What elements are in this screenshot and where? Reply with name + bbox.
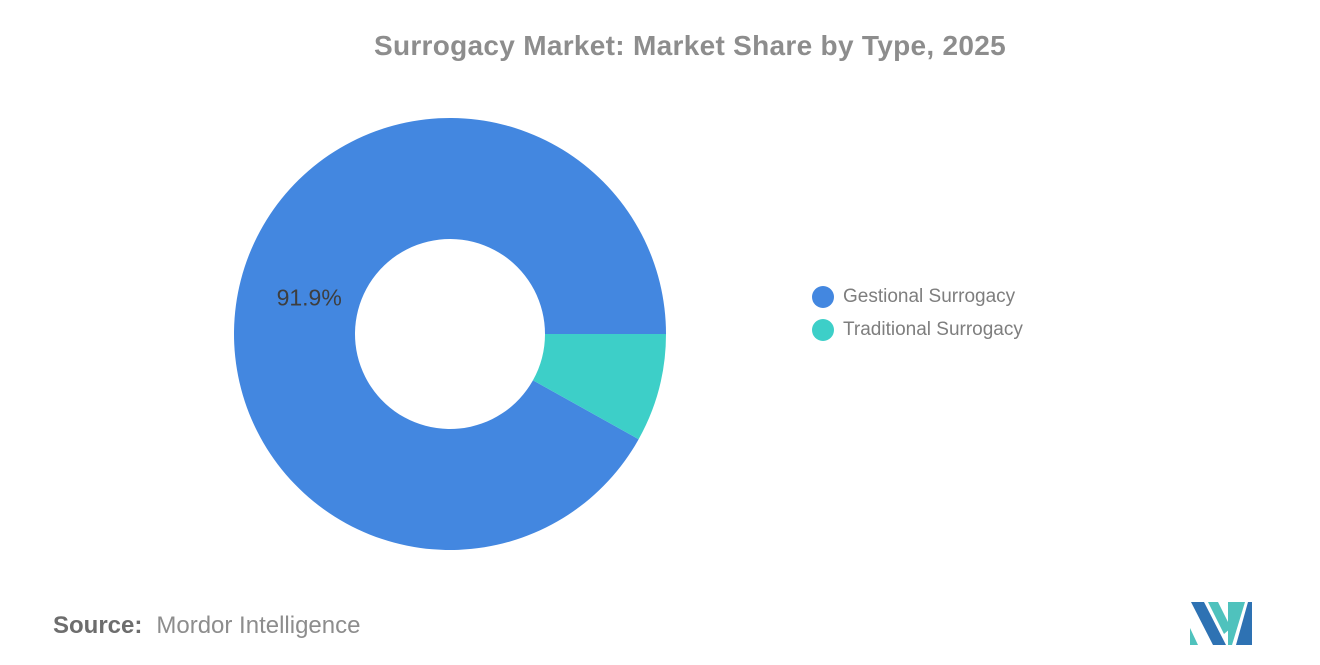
logo-facet bbox=[1191, 602, 1226, 645]
mordor-intelligence-logo-icon bbox=[1190, 602, 1252, 645]
logo-facet bbox=[1228, 602, 1245, 645]
logo-facet bbox=[1190, 628, 1198, 645]
slice-label: 91.9% bbox=[277, 284, 342, 310]
legend: Gestional Surrogacy Traditional Surrogac… bbox=[812, 286, 1023, 352]
logo-facet bbox=[1236, 602, 1252, 645]
source-attribution: Source: Mordor Intelligence bbox=[53, 612, 360, 640]
pie-slice-gestional-surrogacy[interactable] bbox=[234, 117, 666, 550]
pie-slice-traditional-surrogacy[interactable] bbox=[532, 334, 666, 440]
chart-title: Surrogacy Market: Market Share by Type, … bbox=[373, 30, 1007, 61]
legend-label: Gestional Surrogacy bbox=[843, 286, 1016, 307]
legend-item-traditional-surrogacy[interactable]: Traditional Surrogacy bbox=[812, 319, 1023, 341]
source-text: Mordor Intelligence bbox=[156, 612, 361, 639]
legend-label: Traditional Surrogacy bbox=[843, 319, 1023, 340]
logo-facet bbox=[1208, 602, 1231, 634]
legend-item-gestional-surrogacy[interactable]: Gestional Surrogacy bbox=[812, 286, 1023, 308]
source-prefix: Source: bbox=[53, 612, 143, 639]
legend-swatch bbox=[812, 319, 834, 341]
legend-swatch bbox=[812, 286, 834, 308]
